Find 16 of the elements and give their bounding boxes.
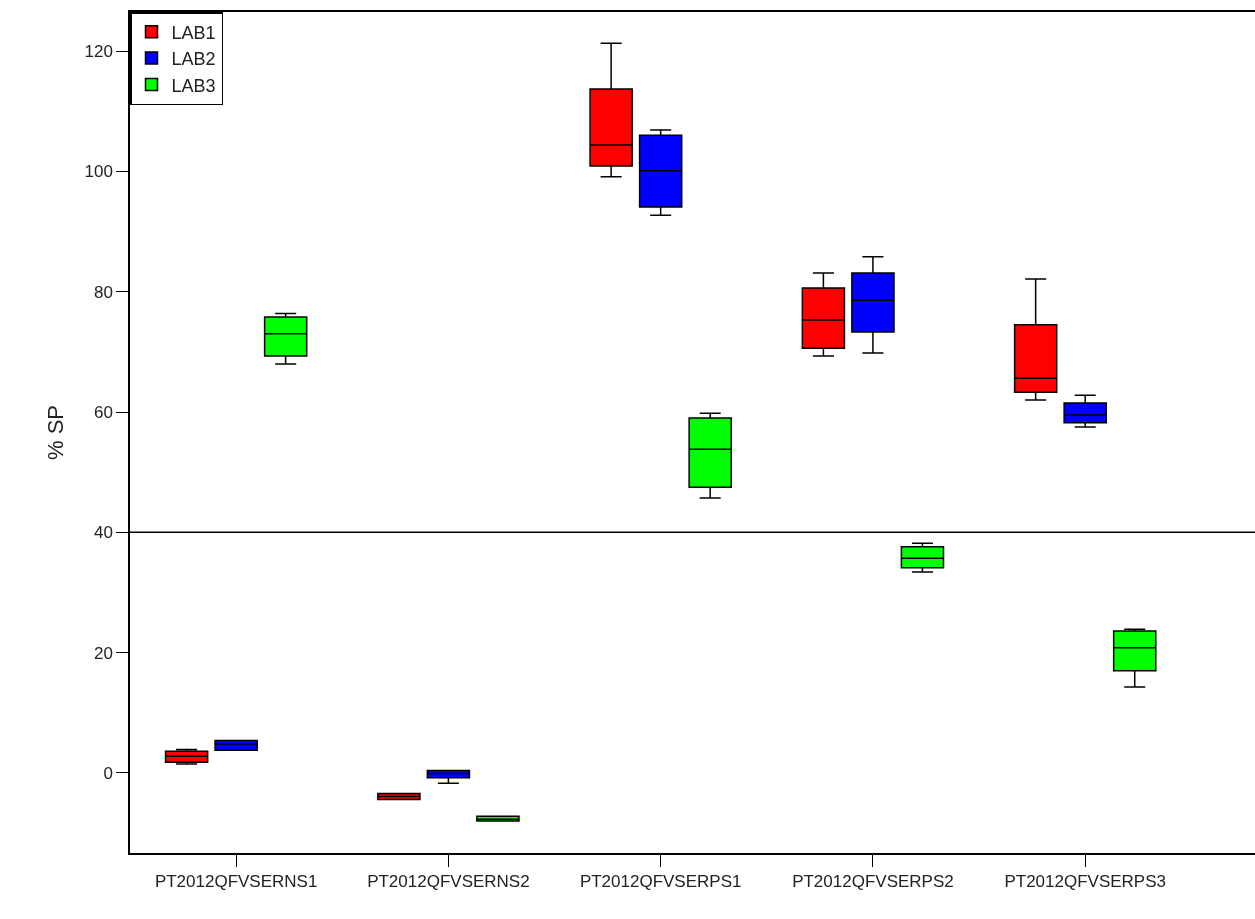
- x-tick-label: PT2012QFVSERPS2: [792, 872, 954, 892]
- x-tick-label: PT2012QFVSERPS1: [579, 872, 742, 892]
- y-tick-label: 20: [93, 643, 113, 663]
- y-tick-label: 60: [93, 403, 113, 422]
- legend-label: LAB1: [171, 22, 216, 43]
- legend-label: LAB2: [171, 49, 216, 70]
- x-tick-label: PT2012QFVSERPS3: [1004, 872, 1166, 892]
- y-tick-label: 120: [84, 42, 113, 62]
- x-tick-label: PT2012QFVSERNS2: [367, 872, 530, 892]
- y-tick-label: 100: [84, 162, 113, 182]
- y-tick-label: 0: [103, 763, 113, 783]
- y-axis-title: % SP: [42, 404, 68, 461]
- y-tick-label: 80: [93, 282, 113, 302]
- legend-label: LAB3: [171, 75, 216, 96]
- y-tick-label: 40: [93, 523, 113, 543]
- x-tick-label: PT2012QFVSERNS1: [154, 872, 318, 892]
